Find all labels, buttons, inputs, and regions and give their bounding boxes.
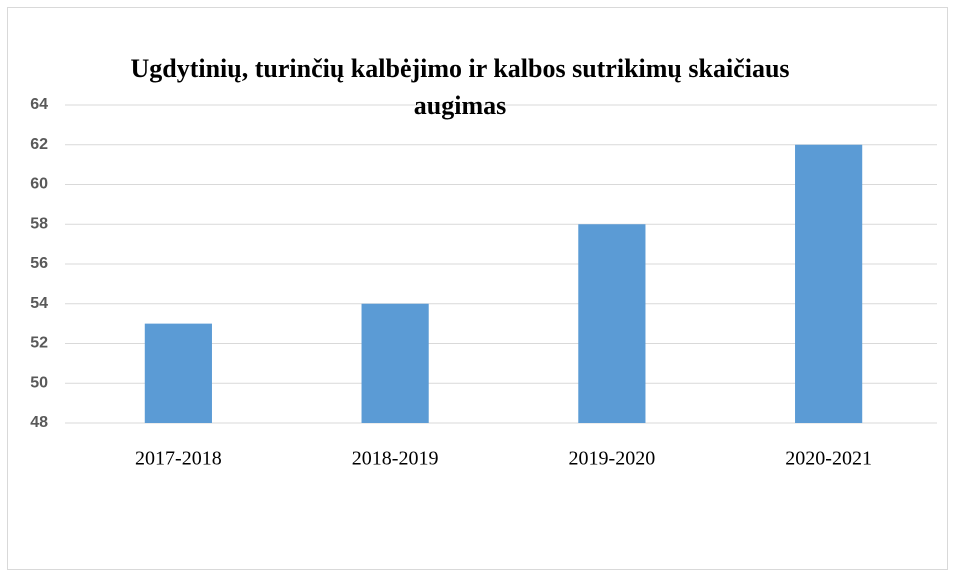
y-tick-label: 52: [30, 335, 48, 352]
x-tick-label: 2018-2019: [352, 448, 439, 470]
bar: [144, 323, 212, 423]
y-tick-label: 64: [30, 96, 48, 113]
y-tick-label: 54: [30, 295, 48, 312]
y-tick-label: 60: [30, 176, 48, 193]
y-tick-label: 56: [30, 255, 48, 272]
bar: [795, 144, 863, 423]
x-tick-label: 2019-2020: [569, 448, 656, 470]
x-tick-label: 2020-2021: [785, 448, 872, 470]
y-tick-label: 62: [30, 136, 48, 153]
y-tick-label: 50: [30, 374, 48, 391]
y-tick-label: 58: [30, 215, 48, 232]
chart-border: [7, 7, 948, 570]
y-tick-label: 48: [30, 414, 48, 431]
bar: [361, 303, 429, 423]
chart-title: Ugdytinių, turinčių kalbėjimo ir kalbos …: [130, 54, 790, 120]
bar: [578, 224, 646, 423]
x-tick-label: 2017-2018: [135, 448, 222, 470]
